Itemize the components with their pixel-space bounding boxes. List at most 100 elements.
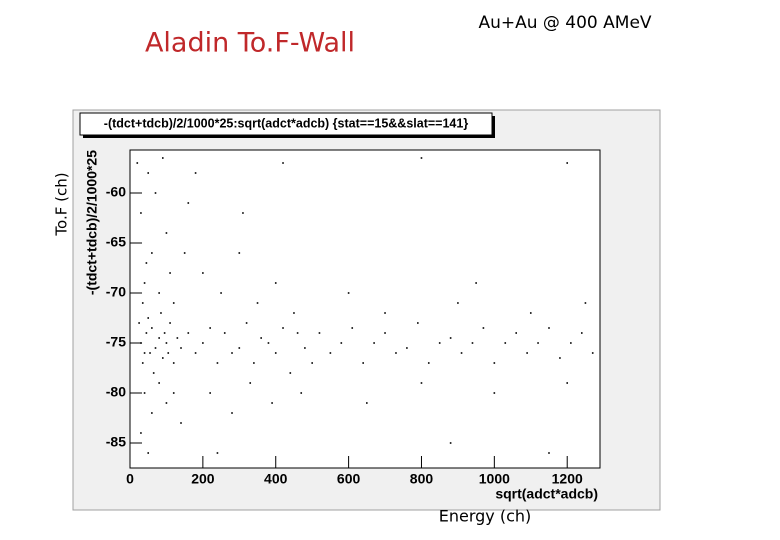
point	[406, 347, 408, 349]
y-tick-label: -80	[106, 384, 126, 400]
point	[172, 302, 175, 304]
point	[293, 312, 295, 314]
point	[300, 392, 303, 394]
point	[161, 357, 164, 359]
point	[537, 342, 539, 344]
point	[209, 327, 211, 329]
y-tick-label: -60	[106, 184, 126, 200]
point	[141, 302, 144, 304]
x-label: Energy (ch)	[439, 507, 532, 526]
plot-title: -(tdct+tdcb)/2/1000*25:sqrt(adct*adcb) {…	[104, 116, 469, 130]
point	[158, 292, 160, 294]
x-tick-label: 0	[126, 471, 134, 487]
plot: -85 -80 -75 -70 -65 -60 0 200 400 600 800 1000 1200	[106, 157, 594, 487]
point	[158, 382, 160, 384]
point	[548, 452, 550, 454]
point	[289, 372, 292, 374]
point	[340, 342, 343, 344]
point	[347, 292, 350, 294]
point	[169, 322, 171, 324]
point	[515, 332, 518, 334]
point	[438, 342, 441, 344]
point	[180, 422, 182, 424]
title-box	[79, 112, 493, 136]
point	[427, 362, 430, 364]
point	[136, 162, 139, 164]
point	[271, 402, 273, 404]
point	[329, 352, 332, 354]
point	[183, 252, 186, 254]
point	[238, 252, 241, 254]
point	[152, 372, 155, 374]
point	[163, 332, 166, 334]
point	[169, 272, 171, 274]
point	[143, 352, 146, 354]
point	[373, 342, 375, 344]
point	[141, 362, 144, 364]
point	[366, 402, 368, 404]
slide-title: Aladin To.F-Wall	[145, 28, 355, 59]
point	[274, 282, 277, 284]
point	[548, 327, 550, 329]
point	[194, 352, 197, 354]
x-axis-title: sqrt(adct*adcb)	[495, 486, 598, 502]
point	[296, 332, 299, 334]
point	[282, 162, 284, 164]
point	[180, 347, 182, 349]
point	[457, 302, 459, 304]
point	[584, 302, 587, 304]
point	[475, 282, 477, 284]
point	[158, 337, 160, 339]
point	[145, 332, 148, 334]
y-tick-label: -75	[106, 334, 126, 350]
point	[351, 327, 354, 329]
y-axis-title: -(tdct+tdcb)/2/1000*25	[84, 150, 100, 295]
point	[504, 342, 507, 344]
point	[187, 332, 190, 334]
point	[256, 302, 259, 304]
point	[223, 332, 226, 334]
point	[591, 352, 594, 354]
point	[526, 352, 528, 354]
point	[187, 202, 190, 204]
point	[566, 382, 569, 384]
point	[154, 192, 157, 194]
x-tick-label: 800	[410, 471, 434, 487]
point	[216, 452, 219, 454]
x-tick-label: 200	[191, 471, 215, 487]
point	[143, 282, 146, 284]
point	[231, 412, 233, 414]
point	[149, 352, 151, 354]
point	[138, 322, 140, 324]
point	[529, 312, 532, 314]
point	[384, 332, 386, 334]
point	[172, 362, 175, 364]
point	[420, 382, 423, 384]
point	[493, 362, 496, 364]
point	[282, 327, 284, 329]
point	[202, 272, 204, 274]
point	[249, 382, 252, 384]
point	[194, 172, 197, 174]
point	[274, 352, 277, 354]
point	[420, 157, 423, 159]
x-tick-label: 1200	[552, 471, 583, 487]
point	[471, 342, 474, 344]
point	[238, 347, 241, 349]
point	[482, 327, 485, 329]
point	[147, 452, 150, 454]
x-tick-label: 400	[264, 471, 288, 487]
point	[209, 392, 211, 394]
point	[570, 342, 572, 344]
point	[395, 352, 397, 354]
y-tick-label: -85	[106, 434, 126, 450]
point	[417, 322, 419, 324]
point	[318, 332, 321, 334]
point	[140, 342, 142, 344]
point	[559, 357, 561, 359]
point	[147, 172, 150, 174]
point	[449, 442, 452, 444]
point	[151, 412, 153, 414]
point	[176, 337, 179, 339]
